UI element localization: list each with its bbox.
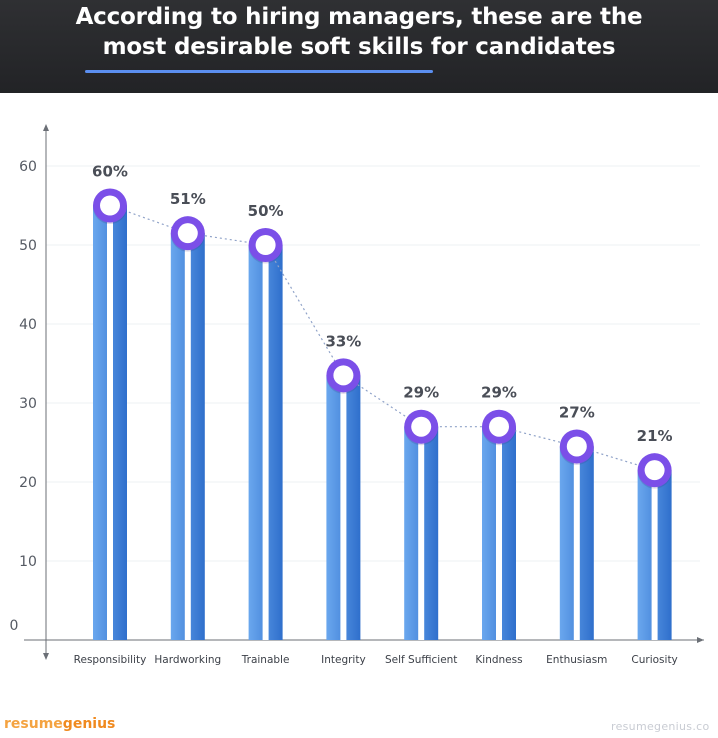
x-tick-label: Enthusiasm	[546, 654, 607, 666]
data-label: 21%	[637, 427, 673, 445]
x-tick-label: Self Sufficient	[385, 654, 457, 666]
x-tick-label: Responsibility	[74, 654, 147, 666]
y-tick-label: 0	[10, 618, 19, 634]
bar-chart: 0 10 20 30 40 50 60 60% 51% 50% 33% 29% 29% 27% 21% Res…	[10, 124, 704, 666]
brand-logo-part2: genius	[62, 716, 116, 732]
bar-center-stripe	[107, 205, 113, 640]
header-banner: According to hiring managers, these are …	[0, 0, 718, 93]
bar-center-stripe	[651, 470, 658, 640]
marker-center	[644, 460, 665, 481]
y-axis-bottom-arrow	[43, 653, 49, 660]
marker-center	[411, 416, 432, 437]
x-tick-label: Hardworking	[154, 654, 221, 666]
data-label: 27%	[559, 403, 595, 421]
bar-center-stripe	[340, 375, 347, 640]
marker-center	[100, 195, 120, 216]
data-label: 51%	[170, 190, 206, 208]
data-label: 29%	[481, 384, 517, 402]
data-label: 33%	[325, 332, 361, 350]
bar-center-stripe	[418, 426, 425, 640]
bar-center-stripe	[573, 446, 580, 640]
title-line-2: most desirable soft skills for candidate…	[102, 34, 616, 60]
marker-center	[566, 436, 587, 457]
marker-center	[255, 235, 276, 255]
bar-center-stripe	[184, 233, 191, 640]
y-tick-label: 20	[19, 475, 37, 491]
y-tick-label: 10	[19, 554, 37, 570]
x-tick-label: Integrity	[321, 654, 366, 666]
y-tick-label: 50	[19, 238, 37, 254]
bar-center-stripe	[262, 245, 269, 640]
marker-center	[489, 416, 509, 437]
marker-center	[333, 365, 354, 386]
title-line-1: According to hiring managers, these are …	[75, 4, 643, 30]
chart-title: According to hiring managers, these are …	[0, 2, 718, 62]
brand-logo: resumegenius	[4, 716, 115, 732]
y-tick-label: 30	[19, 396, 37, 412]
marker-center	[177, 223, 198, 244]
brand-logo-part1: resume	[4, 716, 63, 732]
y-tick-label: 60	[19, 159, 37, 175]
title-underline	[85, 70, 433, 73]
y-axis-arrow	[43, 124, 49, 131]
x-axis-arrow	[697, 637, 704, 643]
y-tick-label: 40	[19, 317, 37, 333]
data-label: 29%	[403, 384, 439, 402]
x-tick-label: Kindness	[475, 654, 522, 666]
data-label: 60%	[92, 163, 128, 181]
brand-url: resumegenius.co	[611, 720, 710, 733]
x-tick-label: Curiosity	[631, 654, 677, 666]
bar-center-stripe	[496, 426, 502, 640]
data-label: 50%	[248, 202, 284, 220]
x-tick-label: Trainable	[241, 654, 290, 666]
